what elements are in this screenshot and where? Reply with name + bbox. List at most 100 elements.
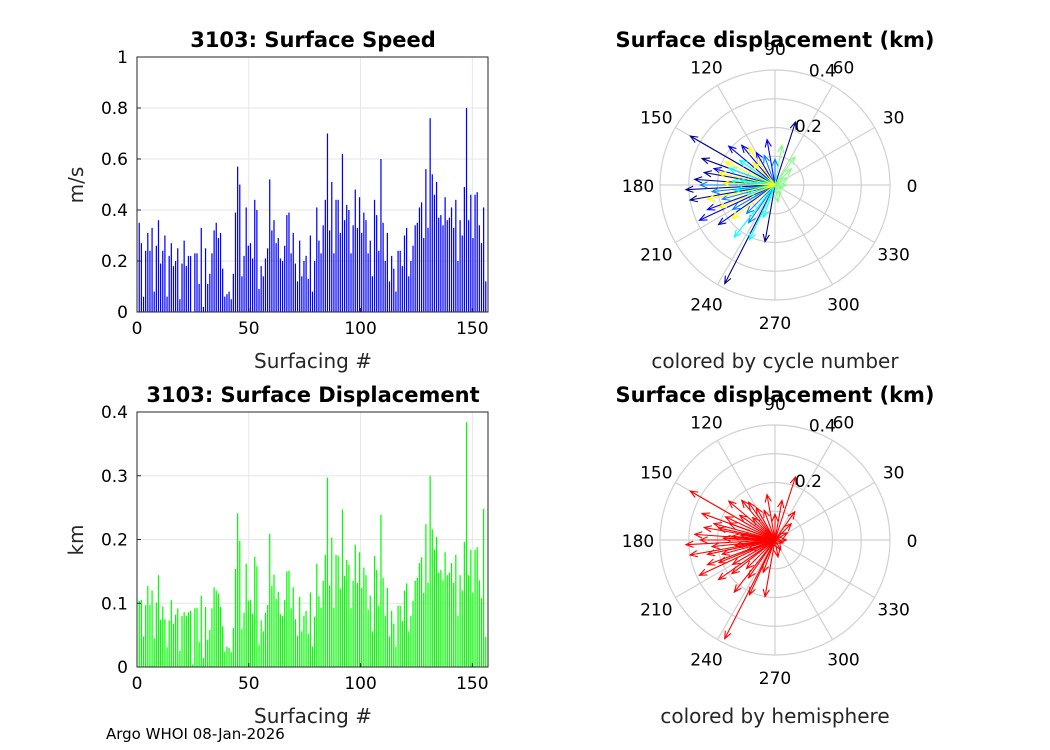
polar-hemisphere-arrow-head — [717, 572, 727, 581]
polar-hemisphere-arrow — [774, 539, 782, 551]
speed-bar — [160, 263, 162, 312]
displacement-bar — [207, 639, 209, 667]
displacement-bar — [284, 600, 286, 667]
displacement-bar — [271, 586, 273, 667]
polar-hemisphere-arrow-head — [746, 543, 756, 551]
displacement-bar — [485, 637, 487, 667]
polar-cycle-arrow-head — [762, 233, 770, 244]
polar-hemisphere-arrow-head — [717, 525, 727, 534]
polar-cycle-chart: Surface displacement (km) 0 30 60 90 120 150 1… — [615, 28, 934, 373]
speed-bar — [329, 230, 331, 312]
polar-cycle-arrow — [713, 168, 776, 186]
displacement-bar — [179, 651, 181, 667]
speed-bar — [435, 181, 438, 312]
speed-bar — [314, 261, 316, 312]
polar-cycle-arrow — [774, 121, 796, 186]
polar-cycle-arrow — [731, 184, 776, 220]
displacement-bars — [138, 422, 487, 668]
polar-hemisphere-spoke — [774, 440, 834, 541]
speed-bar — [324, 199, 326, 312]
displacement-bar — [254, 556, 256, 667]
displacement-ytick-label: 0.2 — [101, 531, 128, 551]
polar-hemisphere-arrow-head — [740, 499, 750, 509]
displacement-bar — [217, 593, 219, 667]
polar-hemisphere-arrow-head — [748, 586, 756, 597]
speed-bar — [273, 220, 275, 312]
speed-bar — [448, 217, 451, 312]
polar-cycle-caption: colored by cycle number — [651, 349, 899, 373]
speed-ytick-label: 0.4 — [101, 201, 128, 221]
speed-bar — [288, 212, 290, 312]
speed-bar — [292, 232, 294, 312]
displacement-bar — [384, 616, 386, 667]
speed-bar — [378, 250, 380, 312]
polar-hemisphere-arrow-head — [762, 564, 770, 574]
speed-bar — [465, 108, 468, 312]
speed-bar — [200, 227, 202, 312]
polar-cycle-arrow-head — [706, 203, 716, 211]
displacement-bar — [442, 580, 444, 667]
polar-hemisphere-arrow-head — [698, 536, 708, 544]
speed-bar — [341, 153, 344, 312]
displacement-bar — [468, 575, 470, 667]
speed-bar — [371, 276, 374, 312]
speed-chart: 3103: Surface Speed 0 50 100 15000.20.40.60… — [64, 28, 489, 373]
displacement-ytick-label: 0.1 — [101, 594, 128, 614]
displacement-bar — [177, 608, 179, 667]
polar-cycle-arrow — [707, 184, 776, 200]
speed-bar — [266, 248, 269, 312]
displacement-bar — [476, 547, 478, 667]
speed-bar — [309, 235, 311, 312]
displacement-bar — [341, 509, 344, 667]
polar-hemisphere-arrow — [725, 516, 776, 541]
displacement-bar — [324, 554, 326, 667]
speed-bar — [305, 255, 307, 312]
speed-bar — [343, 220, 346, 312]
displacement-bar — [230, 652, 232, 667]
displacement-bar — [232, 628, 234, 667]
speed-bar — [168, 255, 170, 312]
speed-bar — [393, 268, 395, 312]
displacement-bar — [153, 638, 155, 667]
displacement-bar — [305, 610, 307, 667]
polar-cycle-arrow — [774, 177, 788, 186]
polar-hemisphere-arrow-head — [727, 500, 737, 509]
speed-bar — [230, 299, 232, 312]
displacement-bar — [416, 577, 418, 667]
displacement-bar — [314, 616, 316, 667]
speed-bar — [260, 266, 262, 312]
speed-bar — [149, 250, 151, 312]
displacement-bar — [386, 587, 388, 667]
displacement-bar — [286, 571, 288, 668]
displacement-bar — [401, 621, 403, 667]
displacement-bar — [343, 575, 346, 667]
polar-cycle-arrow-head — [733, 229, 742, 239]
polar-hemisphere-arrow-head — [698, 568, 708, 576]
displacement-bar — [438, 572, 440, 667]
polar-cycle-angle-label: 150 — [640, 109, 672, 129]
displacement-bar — [446, 575, 448, 667]
polar-hemisphere-arrow-head — [724, 516, 734, 524]
displacement-bar — [440, 570, 442, 667]
speed-bar — [232, 273, 234, 312]
displacement-bar — [311, 646, 314, 667]
polar-cycle-spoke — [774, 126, 875, 186]
speed-bar — [251, 258, 254, 312]
polar-cycle-arrow-head — [789, 120, 797, 131]
displacement-bar — [174, 614, 177, 667]
displacement-bar — [213, 587, 215, 667]
polar-cycle-arrow-head — [684, 185, 694, 193]
polar-hemisphere-chart: Surface displacement (km) 0 30 60 90 120 150 1… — [615, 383, 934, 728]
displacement-bar — [420, 557, 423, 667]
speed-bar — [142, 296, 145, 312]
polar-hemisphere-angle-label: 300 — [827, 651, 859, 671]
polar-cycle-angle-label: 240 — [690, 296, 722, 316]
displacement-ticks: 0 50 100 150 0 0.1 0.2 0.3 0.4 — [101, 403, 489, 694]
displacement-bar — [309, 592, 311, 667]
displacement-ytick-label: 0 — [117, 658, 128, 678]
speed-bar — [189, 255, 192, 312]
displacement-bar — [138, 600, 140, 667]
speed-bar — [284, 245, 286, 312]
speed-bar — [474, 194, 476, 312]
displacement-bar — [237, 513, 239, 667]
